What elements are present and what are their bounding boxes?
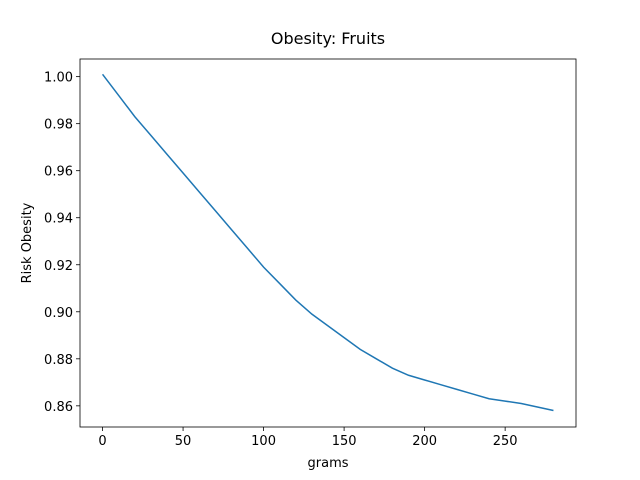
chart-title: Obesity: Fruits: [271, 29, 385, 48]
y-tick-label: 0.92: [44, 259, 73, 274]
x-tick-label: 50: [175, 434, 192, 449]
y-tick-label: 0.94: [44, 212, 73, 227]
x-tick-label: 0: [98, 434, 106, 449]
x-tick-label: 250: [493, 434, 518, 449]
y-tick-label: 0.86: [44, 400, 73, 415]
y-tick-label: 0.90: [44, 306, 73, 321]
x-tick-label: 200: [412, 434, 437, 449]
x-tick-label: 100: [251, 434, 276, 449]
plot-frame: [79, 58, 577, 428]
y-tick-label: 1.00: [44, 71, 73, 86]
y-tick-label: 0.88: [44, 353, 73, 368]
x-tick-label: 150: [332, 434, 357, 449]
y-tick-label: 0.96: [44, 165, 73, 180]
line: [101, 73, 554, 412]
y-axis-label: Risk Obesity: [20, 202, 35, 283]
y-tick-label: 0.98: [44, 118, 73, 133]
x-axis-label: grams: [308, 456, 349, 471]
